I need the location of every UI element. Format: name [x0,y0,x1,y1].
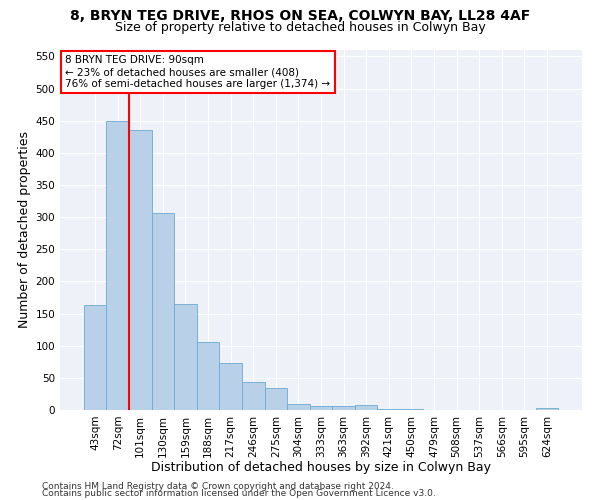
Y-axis label: Number of detached properties: Number of detached properties [18,132,31,328]
Bar [242,382,265,410]
Bar [152,214,174,410]
Bar [310,406,332,410]
Bar [84,305,106,410]
Bar [197,342,220,410]
Bar [106,120,129,410]
Text: Contains public sector information licensed under the Open Government Licence v3: Contains public sector information licen… [42,488,436,498]
Bar [355,405,377,410]
Bar [129,130,152,410]
Bar [265,388,287,410]
Bar [287,404,310,410]
Bar [220,363,242,410]
Bar [536,408,558,410]
Text: Size of property relative to detached houses in Colwyn Bay: Size of property relative to detached ho… [115,21,485,34]
Bar [174,304,197,410]
Text: Contains HM Land Registry data © Crown copyright and database right 2024.: Contains HM Land Registry data © Crown c… [42,482,394,491]
X-axis label: Distribution of detached houses by size in Colwyn Bay: Distribution of detached houses by size … [151,461,491,474]
Text: 8 BRYN TEG DRIVE: 90sqm
← 23% of detached houses are smaller (408)
76% of semi-d: 8 BRYN TEG DRIVE: 90sqm ← 23% of detache… [65,56,331,88]
Bar [332,406,355,410]
Text: 8, BRYN TEG DRIVE, RHOS ON SEA, COLWYN BAY, LL28 4AF: 8, BRYN TEG DRIVE, RHOS ON SEA, COLWYN B… [70,9,530,23]
